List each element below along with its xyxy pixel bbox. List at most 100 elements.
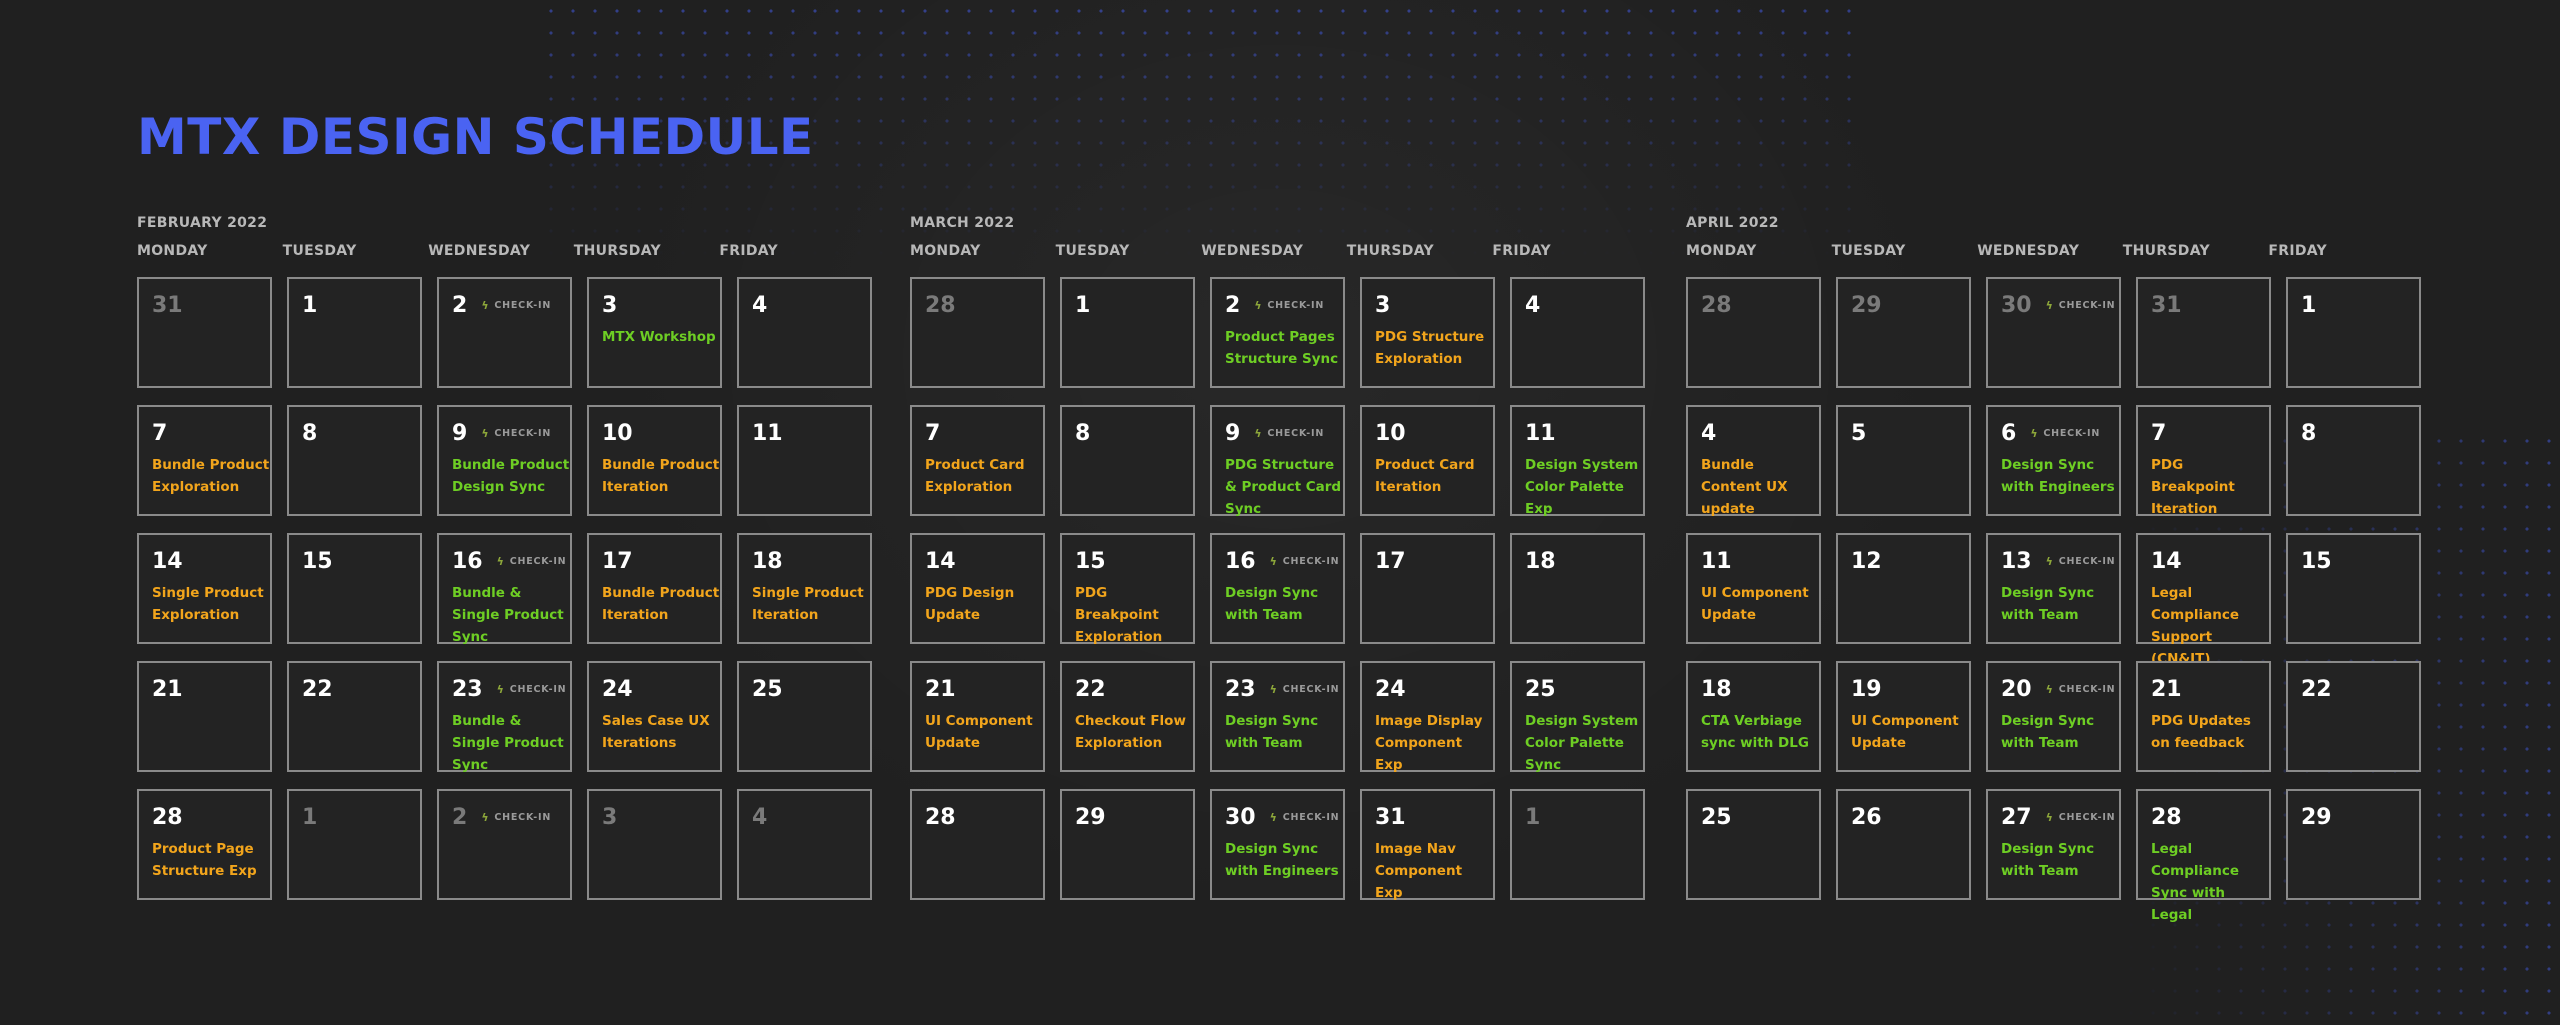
- checkin-label: CHECK-IN: [2043, 427, 2101, 439]
- day-number: 1: [302, 804, 318, 830]
- calendar-day-cell[interactable]: 14 Legal Compliance Support (CN&IT): [2136, 533, 2271, 667]
- calendar-day-cell[interactable]: 12: [1836, 533, 1971, 644]
- calendar-day-cell[interactable]: 4 Bundle Content UX update: [1686, 405, 1821, 517]
- weekday-header: WEDNESDAY: [1201, 243, 1304, 259]
- checkin-badge: ϟ CHECK-IN: [497, 683, 567, 696]
- day-number: 7: [152, 420, 168, 446]
- calendar-day-cell[interactable]: 27 ϟ CHECK-IN Design Sync with Team: [1986, 789, 2121, 900]
- calendar-day-cell[interactable]: 30 ϟ CHECK-IN: [1986, 277, 2121, 388]
- day-cell-header: 18: [1525, 549, 1643, 574]
- calendar-day-cell[interactable]: 4: [737, 789, 872, 900]
- calendar-day-cell[interactable]: 17 Bundle Product Iteration: [587, 533, 722, 644]
- calendar-day-cell[interactable]: 1: [2286, 277, 2421, 388]
- calendar-day-cell[interactable]: 26: [1836, 789, 1971, 900]
- calendar-day-cell[interactable]: 9 ϟ CHECK-IN PDG Structure & Product Card S…: [1210, 405, 1345, 517]
- calendar-day-cell[interactable]: 28: [910, 277, 1045, 388]
- calendar-day-cell[interactable]: 5: [1836, 405, 1971, 516]
- day-cell-header: 7: [152, 420, 270, 446]
- calendar-day-cell[interactable]: 23 ϟ CHECK-IN Design Sync with Team: [1210, 661, 1345, 772]
- day-number: 11: [752, 420, 783, 446]
- calendar-day-cell[interactable]: 22 Checkout Flow Exploration: [1060, 661, 1195, 772]
- checkin-badge: ϟ CHECK-IN: [2046, 555, 2116, 568]
- calendar-day-cell[interactable]: 28: [1686, 277, 1821, 388]
- calendar-day-cell[interactable]: 16 ϟ CHECK-IN Design Sync with Team: [1210, 533, 1345, 644]
- calendar-day-cell[interactable]: 2 ϟ CHECK-IN: [437, 789, 572, 900]
- calendar-day-cell[interactable]: 2 ϟ CHECK-IN Product Pages Structure Sync: [1210, 277, 1345, 388]
- calendar-day-cell[interactable]: 14 PDG Design Update: [910, 533, 1045, 644]
- calendar-day-cell[interactable]: 9 ϟ CHECK-IN Bundle Product Design Sync: [437, 405, 572, 516]
- day-cell-header: 21: [152, 677, 270, 702]
- lightning-icon: ϟ: [481, 426, 490, 440]
- calendar-day-cell[interactable]: 11 Design System Color Palette Exp: [1510, 405, 1645, 517]
- calendar-day-cell[interactable]: 24 Image Display Component Exp: [1360, 661, 1495, 773]
- calendar-day-cell[interactable]: 3 PDG Structure Exploration: [1360, 277, 1495, 388]
- calendar-day-cell[interactable]: 18: [1510, 533, 1645, 644]
- weekday-header: FRIDAY: [2268, 243, 2327, 259]
- calendar-day-cell[interactable]: 4: [1510, 277, 1645, 388]
- calendar-day-cell[interactable]: 1: [1060, 277, 1195, 388]
- calendar-day-cell[interactable]: 22: [287, 661, 422, 772]
- calendar-day-cell[interactable]: 15 PDG Breakpoint Exploration: [1060, 533, 1195, 645]
- calendar-day-cell[interactable]: 7 Product Card Exploration: [910, 405, 1045, 516]
- calendar-day-cell[interactable]: 14 Single Product Exploration: [137, 533, 272, 644]
- calendar-day-cell[interactable]: 6 ϟ CHECK-IN Design Sync with Engineers: [1986, 405, 2121, 516]
- checkin-badge: ϟ CHECK-IN: [481, 427, 551, 440]
- calendar-day-cell[interactable]: 20 ϟ CHECK-IN Design Sync with Team: [1986, 661, 2121, 772]
- calendar-day-cell[interactable]: 21 PDG Updates on feedback: [2136, 661, 2271, 772]
- calendar-day-cell[interactable]: 25 Design System Color Palette Sync: [1510, 661, 1645, 773]
- weekday-header: THURSDAY: [573, 243, 661, 259]
- calendar-day-cell[interactable]: 19 UI Component Update: [1836, 661, 1971, 772]
- day-number: 9: [1225, 420, 1241, 446]
- calendar-day-cell[interactable]: 25: [737, 661, 872, 772]
- calendar-day-cell[interactable]: 17: [1360, 533, 1495, 644]
- calendar-day-cell[interactable]: 28 Product Page Structure Exp: [137, 789, 272, 900]
- calendar-day-cell[interactable]: 28: [910, 789, 1045, 900]
- calendar-day-cell[interactable]: 8: [1060, 405, 1195, 516]
- calendar-day-cell[interactable]: 2 ϟ CHECK-IN: [437, 277, 572, 388]
- calendar-day-cell[interactable]: 31: [2136, 277, 2271, 388]
- calendar-day-cell[interactable]: 1: [1510, 789, 1645, 900]
- calendar-day-cell[interactable]: 11 UI Component Update: [1686, 533, 1821, 644]
- calendar-day-cell[interactable]: 29: [2286, 789, 2421, 900]
- event-label: Bundle Content UX update: [1701, 457, 1788, 517]
- calendar-day-cell[interactable]: 4: [737, 277, 872, 388]
- calendar-day-cell[interactable]: 15: [2286, 533, 2421, 644]
- day-number: 18: [752, 548, 783, 574]
- day-cell-header: 31: [2151, 293, 2269, 318]
- calendar-day-cell[interactable]: 13 ϟ CHECK-IN Design Sync with Team: [1986, 533, 2121, 644]
- day-cell-header: 24: [602, 677, 720, 702]
- lightning-icon: ϟ: [1254, 298, 1263, 312]
- lightning-icon: ϟ: [1269, 810, 1278, 824]
- calendar-day-cell[interactable]: 28 Legal Compliance Sync with Legal: [2136, 789, 2271, 923]
- calendar-day-cell[interactable]: 31 Image Nav Component Exp: [1360, 789, 1495, 901]
- calendar-day-cell[interactable]: 3: [587, 789, 722, 900]
- calendar-day-cell[interactable]: 1: [287, 277, 422, 388]
- calendar-day-cell[interactable]: 1: [287, 789, 422, 900]
- calendar-day-cell[interactable]: 30 ϟ CHECK-IN Design Sync with Engineers: [1210, 789, 1345, 900]
- calendar-day-cell[interactable]: 29: [1836, 277, 1971, 388]
- weekday-header: THURSDAY: [1346, 243, 1434, 259]
- calendar-day-cell[interactable]: 11: [737, 405, 872, 516]
- calendar-day-cell[interactable]: 29: [1060, 789, 1195, 900]
- calendar-day-cell[interactable]: 10 Bundle Product Iteration: [587, 405, 722, 516]
- calendar-day-cell[interactable]: 10 Product Card Iteration: [1360, 405, 1495, 516]
- calendar-day-cell[interactable]: 23 ϟ CHECK-IN Bundle & Single Product Sync: [437, 661, 572, 773]
- calendar-day-cell[interactable]: 16 ϟ CHECK-IN Bundle & Single Product Sync: [437, 533, 572, 645]
- calendar-day-cell[interactable]: 25: [1686, 789, 1821, 900]
- calendar-day-cell[interactable]: 31: [137, 277, 272, 388]
- calendar-day-cell[interactable]: 7 Bundle Product Exploration: [137, 405, 272, 516]
- calendar-day-cell[interactable]: 24 Sales Case UX Iterations: [587, 661, 722, 772]
- calendar-day-cell[interactable]: 8: [287, 405, 422, 516]
- calendar-day-cell[interactable]: 7 PDG Breakpoint Iteration: [2136, 405, 2271, 517]
- calendar-day-cell[interactable]: 21 UI Component Update: [910, 661, 1045, 772]
- calendar-day-cell[interactable]: 21: [137, 661, 272, 772]
- calendar-day-cell[interactable]: 18 Single Product Iteration: [737, 533, 872, 644]
- day-cell-header: 28: [925, 805, 1043, 830]
- calendar-day-cell[interactable]: 3 MTX Workshop: [587, 277, 722, 388]
- calendar-day-cell[interactable]: 15: [287, 533, 422, 644]
- calendar-day-cell[interactable]: 22: [2286, 661, 2421, 772]
- day-cell-header: 17: [602, 549, 720, 574]
- calendar-day-cell[interactable]: 18 CTA Verbiage sync with DLG: [1686, 661, 1821, 772]
- day-cell-header: 2 ϟ CHECK-IN: [1225, 293, 1343, 318]
- calendar-day-cell[interactable]: 8: [2286, 405, 2421, 516]
